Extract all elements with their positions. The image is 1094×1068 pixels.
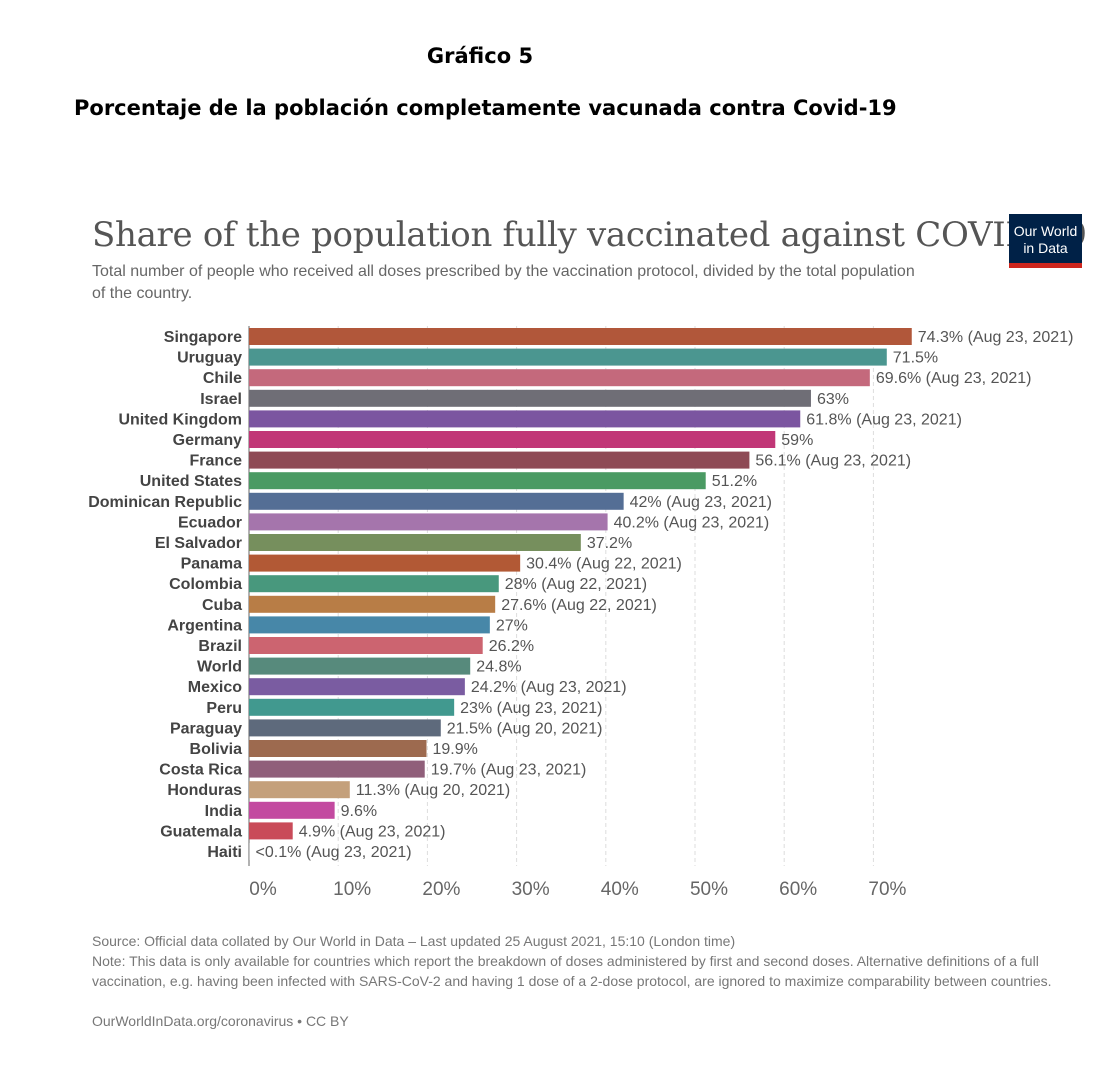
bar [249,431,776,448]
category-label: World [197,659,242,676]
bar [249,616,490,634]
x-tick-label: 40% [601,879,639,900]
value-label: 28% (Aug 22, 2021) [505,576,647,593]
category-label: El Salvador [155,535,242,552]
x-tick-label: 30% [512,879,550,900]
footnote: Note: This data is only available for co… [92,953,1052,989]
value-label: 24.8% [476,659,521,676]
bar [249,637,483,654]
x-tick-label: 10% [333,879,371,900]
value-label: 21.5% (Aug 20, 2021) [447,720,603,737]
value-label: 63% [817,391,849,408]
chart-title: Share of the population fully vaccinated… [92,215,1087,255]
bar [249,575,499,593]
bar [249,740,427,757]
bar [249,760,425,778]
category-label: Paraguay [170,720,242,737]
value-label: 37.2% [587,535,632,552]
category-label: Bolivia [190,741,243,758]
category-label: Costa Rica [159,762,242,779]
category-label: Mexico [188,679,242,696]
value-label: 71.5% [893,350,938,367]
value-label: 74.3% (Aug 23, 2021) [918,329,1074,346]
category-label: Dominican Republic [88,494,242,511]
category-label: Ecuador [178,514,242,531]
category-label: United States [140,473,242,490]
x-tick-label: 20% [422,879,460,900]
value-label: 30.4% (Aug 22, 2021) [526,556,682,573]
bar [249,513,608,531]
category-label: Honduras [167,782,242,799]
bar [249,657,471,675]
bar [249,843,250,860]
value-label: 19.9% [433,741,478,758]
x-tick-label: 0% [249,879,277,900]
category-label: Israel [200,391,242,408]
bar [249,595,496,613]
category-label: Colombia [169,576,242,593]
value-label: 69.6% (Aug 23, 2021) [876,370,1032,387]
value-label: <0.1% (Aug 23, 2021) [256,844,412,861]
bar [249,410,801,428]
value-label: 51.2% [712,473,757,490]
value-label: 40.2% (Aug 23, 2021) [614,514,770,531]
bar [249,472,706,490]
category-label: Haiti [207,844,242,861]
bar [249,328,912,345]
value-label: 24.2% (Aug 23, 2021) [471,679,627,696]
owid-logo[interactable]: Our World in Data [1009,214,1082,268]
bar [249,719,441,737]
value-label: 4.9% (Aug 23, 2021) [299,823,446,840]
credit-link[interactable]: OurWorldInData.org/coronavirus • CC BY [92,1013,349,1029]
value-label: 61.8% (Aug 23, 2021) [806,411,962,428]
value-label: 42% (Aug 23, 2021) [630,494,772,511]
value-label: 27.6% (Aug 22, 2021) [501,597,657,614]
category-label: Panama [181,556,242,573]
value-label: 9.6% [341,803,377,820]
bar-chart: Singapore 74.3% (Aug 23, 2021) Uruguay 71.5… [88,326,1074,900]
value-label: 23% (Aug 23, 2021) [460,700,602,717]
logo-line-2: in Data [1023,240,1068,256]
value-label: 27% [496,617,528,634]
chart-subtitle: Total number of people who received all … [92,263,915,302]
value-label: 59% [781,432,813,449]
category-label: Argentina [167,617,242,634]
category-label: Brazil [198,638,242,655]
category-label: India [205,803,242,820]
bar [249,801,335,819]
category-label: Uruguay [177,350,242,367]
category-label: Peru [206,700,242,717]
category-label: Guatemala [160,823,242,840]
bar [249,348,887,366]
value-label: 26.2% [489,638,534,655]
value-label: 56.1% (Aug 23, 2021) [755,453,911,470]
x-tick-label: 60% [779,879,817,900]
category-label: Germany [173,432,242,449]
bar [249,534,581,551]
category-label: France [190,453,243,470]
bar [249,678,465,696]
category-label: Singapore [164,329,242,346]
source-note: Source: Official data collated by Our Wo… [92,933,736,949]
bar [249,492,624,510]
bar [249,389,811,407]
document-subheading: Porcentaje de la población completamente… [74,96,897,120]
bar [249,451,750,469]
x-tick-label: 70% [868,879,906,900]
x-tick-label: 50% [690,879,728,900]
bar [249,822,293,840]
category-label: Cuba [202,597,242,614]
value-label: 19.7% (Aug 23, 2021) [431,762,587,779]
category-label: United Kingdom [118,411,242,428]
bar [249,781,350,799]
bar [249,554,521,572]
value-label: 11.3% (Aug 20, 2021) [356,782,510,799]
document-heading: Gráfico 5 [426,44,534,68]
bar [249,698,455,716]
logo-line-1: Our World [1013,223,1078,239]
category-label: Chile [203,370,242,387]
bar [249,369,870,387]
